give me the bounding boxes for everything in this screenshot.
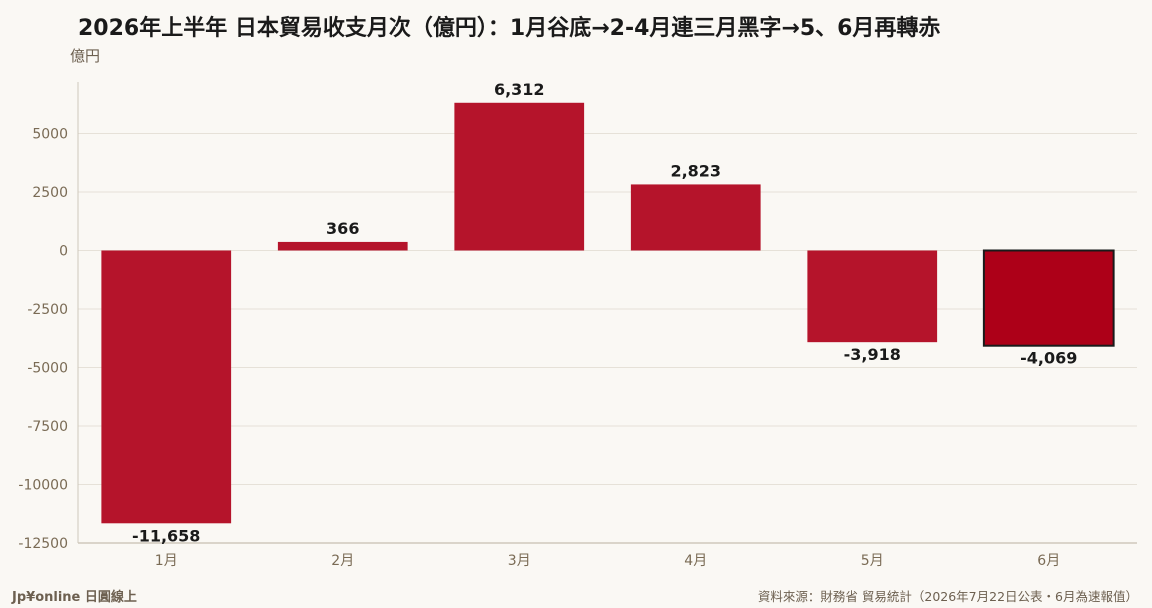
y-tick-label: 0 (59, 243, 68, 259)
y-tick-label: 2500 (32, 185, 68, 201)
chart-title: 2026年上半年 日本貿易收支月次（億円）：1月谷底→2-4月連三月黑字→5、6… (78, 16, 941, 41)
bar-value-label: 366 (326, 219, 359, 238)
bar-value-label: -3,918 (844, 345, 901, 364)
bar-value-label: -4,069 (1020, 349, 1077, 368)
brand-logo-text: Jp¥online 日圓線上 (12, 590, 137, 605)
y-tick-label: -5000 (27, 360, 68, 376)
bar-1 (101, 250, 232, 524)
bar-3 (454, 102, 585, 251)
bar-6 (982, 249, 1115, 347)
bar-value-label: 2,823 (670, 161, 721, 180)
x-tick-label: 6月 (1037, 553, 1060, 569)
y-tick-label: 5000 (32, 126, 68, 142)
bar-value-label: 6,312 (494, 80, 545, 99)
bar-value-label: -11,658 (132, 526, 200, 545)
x-tick-label: 2月 (331, 553, 354, 569)
y-tick-label: -12500 (18, 536, 68, 552)
source-note: 資料來源：財務省 貿易統計（2026年7月22日公表・6月為速報值） (757, 589, 1138, 604)
y-tick-label: -10000 (18, 477, 68, 493)
y-axis-unit-label: 億円 (70, 47, 101, 65)
x-tick-label: 1月 (155, 553, 178, 569)
bar-2 (277, 241, 408, 251)
y-tick-label: -2500 (27, 302, 68, 318)
x-tick-label: 4月 (684, 553, 707, 569)
y-tick-label: -7500 (27, 419, 68, 435)
bar-4 (630, 184, 761, 251)
x-tick-label: 5月 (861, 553, 884, 569)
x-tick-label: 3月 (508, 553, 531, 569)
bar-5 (807, 250, 938, 343)
